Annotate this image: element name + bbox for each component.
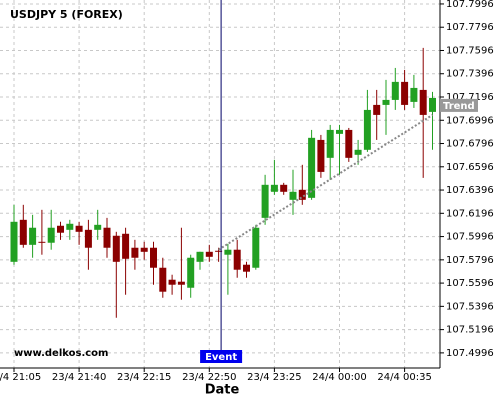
candle-body [233, 249, 241, 270]
y-tick-label: 107.7996 [446, 0, 494, 10]
candle-body [391, 81, 399, 100]
y-tick-label: 107.7796 [446, 22, 494, 33]
y-tick-label: 107.5396 [446, 301, 494, 312]
candle-body [38, 241, 46, 243]
x-tick-label: 23/4 21:40 [52, 372, 106, 383]
candle-body [243, 264, 250, 272]
candle-body [336, 129, 343, 134]
candle-body [363, 109, 371, 150]
candle-body [224, 249, 232, 255]
y-tick-label: 107.6596 [446, 162, 494, 173]
candle-body [177, 281, 185, 285]
x-tick-label: 24/4 00:00 [312, 372, 366, 383]
y-tick-label: 107.7396 [446, 69, 494, 80]
y-tick-label: 107.6996 [446, 115, 494, 126]
trend-tag [440, 98, 478, 112]
candle-body [112, 235, 120, 262]
candle-body [215, 250, 223, 252]
candle-body [75, 225, 83, 232]
y-tick-label: 107.7196 [446, 92, 494, 103]
candle-body [382, 99, 390, 105]
candle-body [261, 184, 269, 218]
candle-body [187, 257, 195, 288]
candle-body [280, 184, 288, 192]
candle-body [168, 279, 176, 285]
candle-body [373, 104, 381, 115]
candle-body [84, 229, 92, 248]
y-tick-label: 107.6196 [446, 208, 494, 219]
event-label: Event [205, 352, 237, 363]
candle-body [401, 81, 409, 105]
candle-body [317, 139, 325, 172]
y-tick-label: 107.5796 [446, 255, 494, 266]
candle-body [289, 191, 297, 200]
x-tick-label: 23/4 22:50 [182, 372, 236, 383]
candle-body [29, 227, 37, 245]
y-tick-label: 107.6396 [446, 185, 494, 196]
candle-body [270, 184, 278, 192]
candle-body [122, 233, 130, 259]
y-tick-label: 107.4996 [446, 348, 494, 359]
candle-body [354, 149, 362, 155]
y-tick-label: 107.7596 [446, 45, 494, 56]
candle-body [140, 247, 148, 252]
candle-body [103, 227, 111, 248]
y-tick-label: 107.5596 [446, 278, 494, 289]
x-tick-label: 23/4 23:25 [247, 372, 301, 383]
candle-body [345, 129, 353, 158]
candle-body [308, 137, 316, 198]
trend-label: Trend [443, 101, 475, 112]
x-tick-label: 24/4 00:35 [377, 372, 431, 383]
x-axis-label: Date [205, 383, 240, 398]
x-tick-label: 23/4 22:15 [117, 372, 171, 383]
candle-body [159, 267, 167, 292]
candle-body [47, 227, 55, 243]
x-tick-label: 23/4 21:05 [0, 372, 41, 383]
candle-body [94, 224, 102, 230]
candle-body [19, 219, 27, 245]
candle-body [429, 97, 436, 112]
candle-body [298, 189, 306, 200]
candle-body [205, 251, 213, 257]
candle-body [410, 87, 418, 102]
marks [10, 47, 436, 318]
candle-body [57, 225, 64, 233]
candle-body [10, 221, 18, 262]
candle-body [419, 89, 427, 115]
watermark: www.delkos.com [14, 348, 108, 359]
y-tick-label: 107.5996 [446, 232, 494, 243]
y-tick-label: 107.5196 [446, 325, 494, 336]
candle-body [66, 223, 74, 230]
candle-body [131, 247, 139, 258]
candle-body [196, 251, 204, 262]
candle-body [326, 129, 334, 158]
event-tag [200, 350, 243, 363]
plot-area [0, 0, 440, 368]
chart-title: USDJPY 5 (FOREX) [10, 8, 123, 21]
candle-body [252, 227, 260, 268]
candle-body [150, 247, 157, 268]
y-tick-label: 107.6796 [446, 139, 494, 150]
